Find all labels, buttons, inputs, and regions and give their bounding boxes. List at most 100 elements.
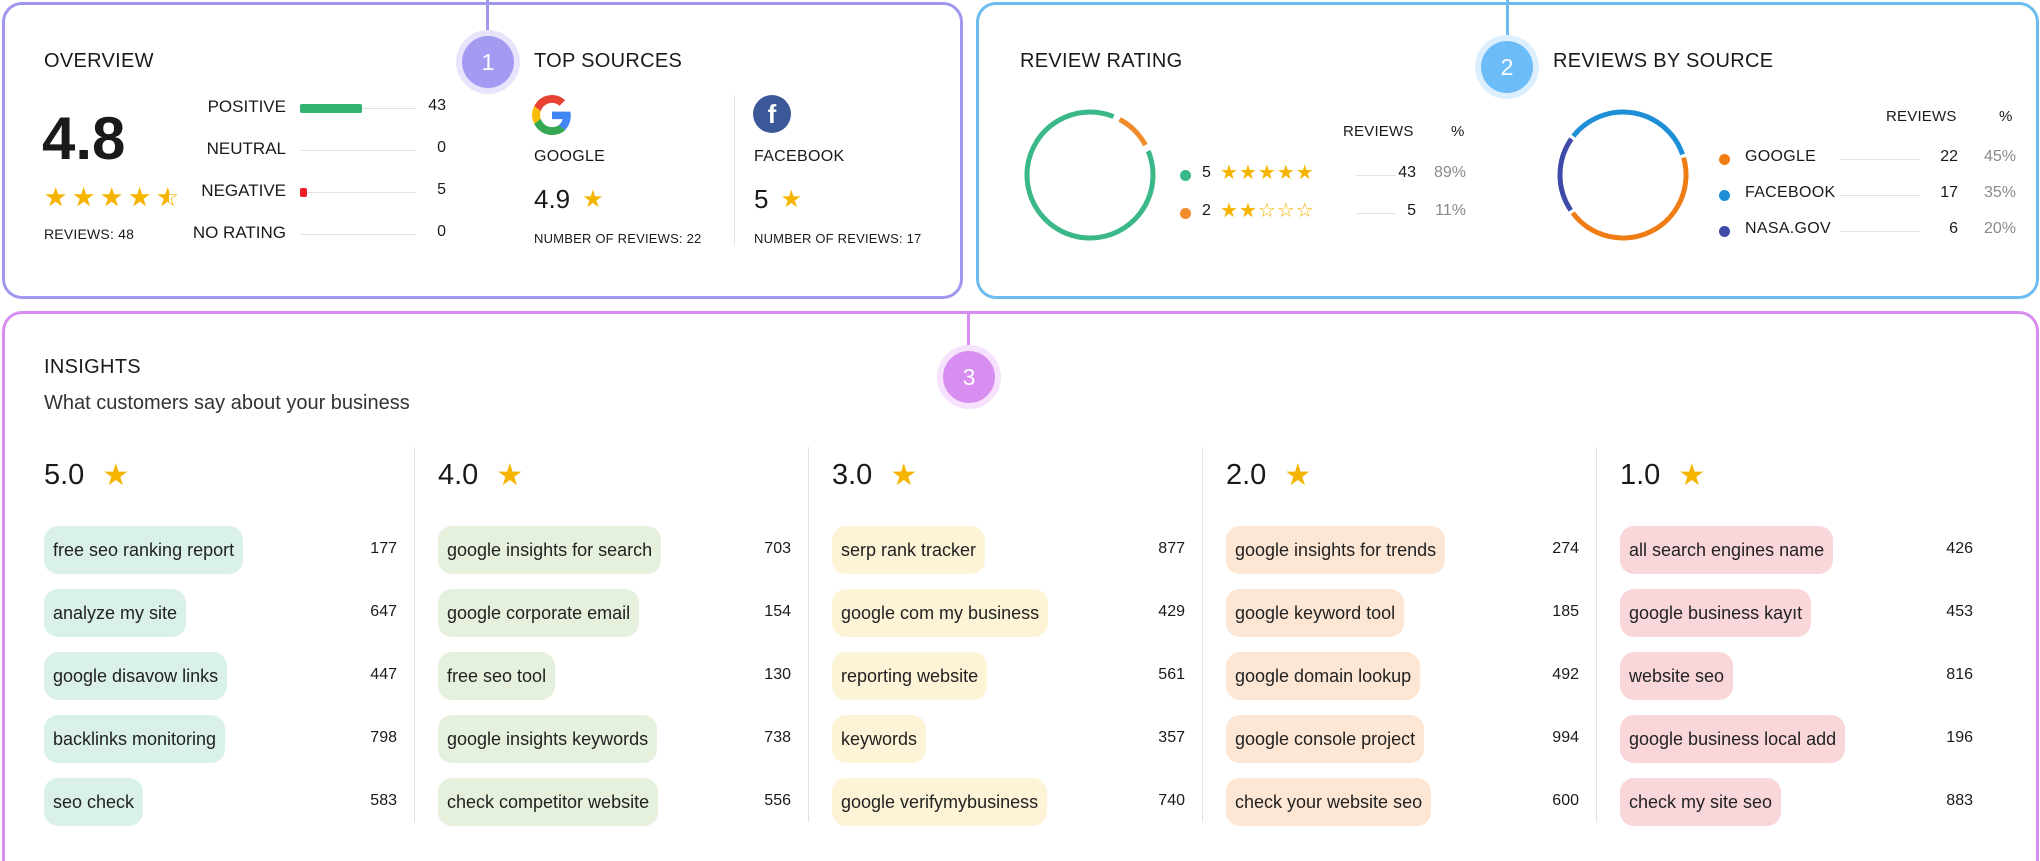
source-name: NASA.GOV (1745, 220, 1831, 237)
reviews-by-source-title: REVIEWS BY SOURCE (1553, 50, 1774, 72)
star-icon: ★ (1678, 459, 1706, 492)
rating-stars-value: 2 (1202, 202, 1211, 219)
insight-keyword-count: 185 (1552, 603, 1579, 620)
empty-star-icon: ☆ (1276, 200, 1296, 222)
star-icon: ★ (780, 186, 802, 213)
sentiment-bar-fill (300, 188, 308, 197)
sentiment-label: NO RATING (192, 223, 286, 242)
rating-count: 5 (1407, 202, 1416, 219)
insight-keyword-count: 561 (1158, 666, 1185, 683)
star-icon: ★ (1238, 162, 1258, 184)
sentiment-bar-track (300, 188, 416, 197)
insight-keyword-chip[interactable]: google insights keywords (438, 715, 658, 763)
insight-rating-value: 5.0 (44, 459, 85, 491)
rating-percent: 11% (1435, 202, 1466, 219)
star-icon: ☆ ★ (128, 182, 152, 212)
insights-subtitle: What customers say about your business (44, 392, 410, 414)
rating-count: 43 (1398, 164, 1416, 181)
review-rating-donut-chart (1024, 109, 1156, 241)
sentiment-label: NEGATIVE (201, 181, 286, 200)
insight-keyword-chip[interactable]: all search engines name (1620, 526, 1834, 574)
insight-keyword-chip[interactable]: google business local add (1620, 715, 1846, 763)
insight-keyword-chip[interactable]: backlinks monitoring (44, 715, 226, 763)
source-rating-facebook: 5 ★ (754, 184, 802, 215)
star-icon: ☆ ★ (72, 182, 96, 212)
source-name: FACEBOOK (1745, 184, 1836, 201)
insight-keyword-chip[interactable]: free seo tool (438, 652, 556, 700)
insight-keyword-count: 426 (1946, 540, 1973, 557)
overall-rating: 4.8 (42, 105, 126, 172)
insight-keyword-chip[interactable]: reporting website (832, 652, 988, 700)
insight-keyword-chip[interactable]: google insights for search (438, 526, 662, 574)
insight-keyword-chip[interactable]: check competitor website (438, 778, 659, 826)
insight-keyword-chip[interactable]: website seo (1620, 652, 1734, 700)
insight-keyword-chip[interactable]: google domain lookup (1226, 652, 1421, 700)
legend-line (1840, 231, 1920, 232)
legend-dot (1719, 154, 1730, 165)
legend-dot (1719, 226, 1730, 237)
insight-keyword-count: 816 (1946, 666, 1973, 683)
insight-keyword-chip[interactable]: check my site seo (1620, 778, 1782, 826)
insight-keyword-count: 274 (1552, 540, 1579, 557)
star-icon: ☆ ★ (100, 182, 124, 212)
insight-keyword-chip[interactable]: google disavow links (44, 652, 228, 700)
insight-keyword-chip[interactable]: google console project (1226, 715, 1425, 763)
insight-keyword-count: 130 (764, 666, 791, 683)
sentiment-label: NEUTRAL (206, 139, 286, 158)
donut-slice (1118, 117, 1148, 147)
source-percent: 45% (1983, 148, 2016, 165)
star-icon: ★ (1295, 162, 1315, 184)
empty-star-icon: ☆ (1257, 200, 1277, 222)
source-count: 6 (1949, 220, 1958, 237)
insight-keyword-chip[interactable]: google keyword tool (1226, 589, 1405, 637)
review-rating-title: REVIEW RATING (1020, 50, 1183, 72)
insight-keyword-chip[interactable]: keywords (832, 715, 927, 763)
insight-keyword-count: 883 (1946, 792, 1973, 809)
insight-keyword-chip[interactable]: google com my business (832, 589, 1049, 637)
insight-keyword-chip[interactable]: check your website seo (1226, 778, 1432, 826)
insight-keyword-chip[interactable]: free seo ranking report (44, 526, 244, 574)
column-divider (1596, 447, 1597, 822)
source-name-facebook: FACEBOOK (754, 148, 845, 165)
insight-keyword-chip[interactable]: analyze my site (44, 589, 187, 637)
star-icon: ★ (1284, 459, 1312, 492)
overview-title: OVERVIEW (44, 50, 154, 72)
insight-keyword-chip[interactable]: google insights for trends (1226, 526, 1446, 574)
legend-line (1840, 159, 1920, 160)
sentiment-count: 5 (437, 181, 446, 198)
insight-column-rating: 1.0 ★ (1620, 458, 1705, 493)
insight-keyword-chip[interactable]: google corporate email (438, 589, 640, 637)
insight-rating-value: 2.0 (1226, 459, 1267, 491)
star-icon: ★ (1257, 162, 1277, 184)
star-icon: ★ (1220, 200, 1239, 222)
insight-keyword-chip[interactable]: seo check (44, 778, 144, 826)
legend-line (1356, 213, 1396, 214)
insight-keyword-count: 357 (1158, 729, 1185, 746)
insight-rating-value: 4.0 (438, 459, 479, 491)
legend-line (1356, 175, 1396, 176)
insight-keyword-count: 196 (1946, 729, 1973, 746)
reviews-by-source-donut-chart (1557, 109, 1689, 241)
section-badge-1: 1 (462, 36, 514, 88)
insight-keyword-count: 600 (1552, 792, 1579, 809)
badge-connector-3 (967, 311, 970, 351)
insight-keyword-count: 994 (1552, 729, 1579, 746)
star-icon: ★ (1220, 162, 1239, 184)
source-col-reviews: REVIEWS (1886, 108, 1957, 125)
insight-keyword-chip[interactable]: google verifymybusiness (832, 778, 1048, 826)
insight-rating-value: 1.0 (1620, 459, 1661, 491)
sentiment-bar-track (300, 150, 416, 151)
insight-keyword-chip[interactable]: google business kayıt (1620, 589, 1812, 637)
star-icon: ★ (496, 459, 524, 492)
source-percent: 20% (1983, 220, 2016, 237)
source-count: 22 (1940, 148, 1958, 165)
facebook-rating-value: 5 (754, 184, 769, 214)
half-star-icon: ☆ ★ (156, 182, 180, 212)
source-name: GOOGLE (1745, 148, 1817, 165)
insight-keyword-chip[interactable]: serp rank tracker (832, 526, 986, 574)
badge-connector-1 (486, 0, 489, 36)
star-icon: ☆ ★ (44, 182, 68, 212)
sentiment-row: POSITIVE 43 (190, 97, 446, 121)
insight-column-rating: 2.0 ★ (1226, 458, 1311, 493)
sentiment-bar-track (300, 234, 416, 235)
